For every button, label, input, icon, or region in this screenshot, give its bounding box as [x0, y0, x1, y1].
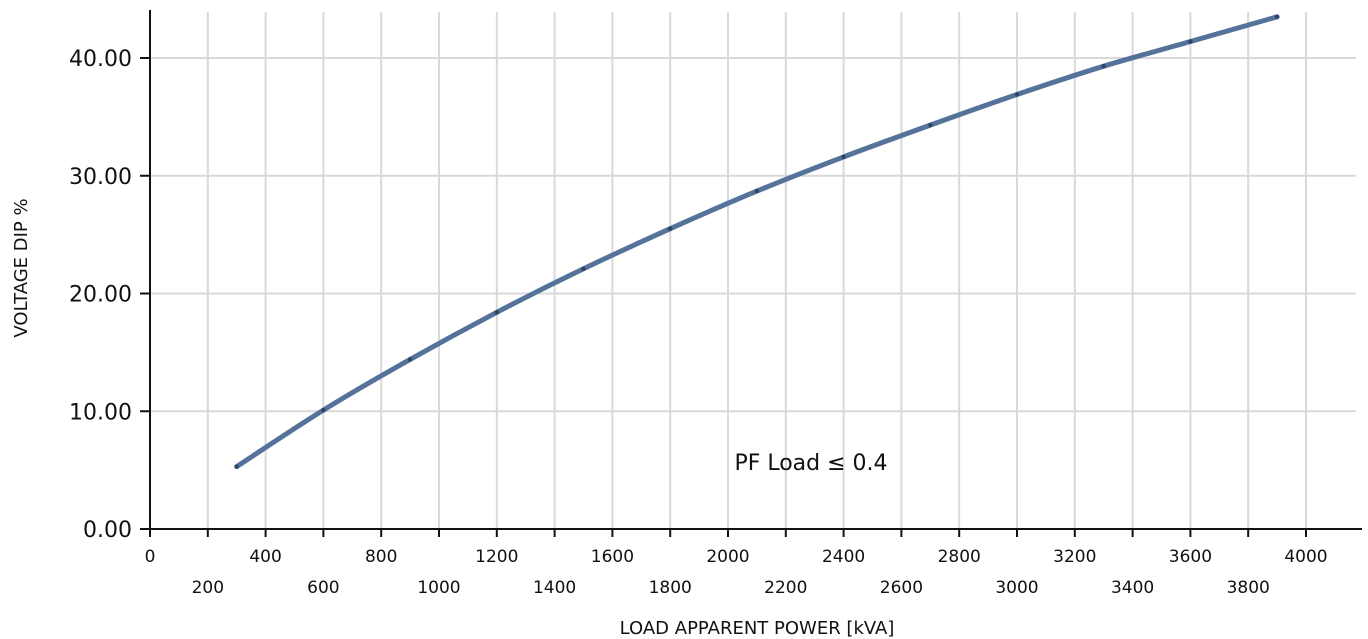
x-tick-label: 2000 [706, 547, 749, 567]
x-tick-label: 2400 [822, 547, 865, 567]
series-line [234, 14, 1280, 470]
data-point [668, 226, 673, 231]
x-tick-label: 3200 [1053, 547, 1096, 567]
y-tick-label: 30.00 [69, 165, 132, 190]
data-point [1274, 14, 1280, 19]
x-tick-label: 3000 [995, 578, 1038, 598]
series-group [234, 14, 1280, 470]
x-axis-title: LOAD APPARENT POWER [kVA] [620, 618, 895, 639]
y-tick-label: 0.00 [83, 518, 132, 543]
data-point [928, 122, 933, 128]
x-tick-label: 600 [307, 578, 339, 598]
x-tick-label: 800 [365, 547, 397, 567]
x-tick-label: 1600 [591, 547, 634, 567]
axes [140, 10, 1362, 537]
data-point [581, 266, 586, 271]
x-tick-label: 3800 [1227, 578, 1270, 598]
x-tick-label: 2800 [938, 547, 981, 567]
x-tick-label: 1800 [649, 578, 692, 598]
x-tick-label: 3400 [1111, 578, 1154, 598]
x-tick-label: 2600 [880, 578, 923, 598]
data-point [321, 407, 326, 413]
y-tick-label: 10.00 [69, 400, 132, 425]
pf-load-annotation: PF Load ≤ 0.4 [734, 451, 887, 476]
y-axis-title: VOLTAGE DIP % [11, 198, 32, 337]
data-point [494, 310, 499, 315]
data-point [1101, 64, 1106, 69]
y-tick-label: 20.00 [69, 283, 132, 308]
x-tick-label: 400 [249, 547, 281, 567]
x-tick-label: 4000 [1284, 547, 1327, 567]
x-tick-label: 1200 [475, 547, 518, 567]
y-tick-labels: 0.00 10.00 20.00 30.00 40.00 [69, 47, 132, 543]
data-point [1014, 92, 1020, 97]
y-tick-label: 40.00 [69, 47, 132, 72]
x-tick-label: 1000 [417, 578, 460, 598]
x-tick-label: 3600 [1169, 547, 1212, 567]
data-point [1188, 39, 1193, 44]
x-tick-label: 2200 [764, 578, 807, 598]
x-tick-label: 1400 [533, 578, 576, 598]
data-point [841, 154, 846, 160]
x-tick-label: 0 [145, 547, 156, 567]
data-point [407, 357, 413, 362]
x-tick-labels: 0 200 400 600 800 1000 1200 1400 1600 1800 2000 220… [145, 547, 1328, 598]
data-point [234, 464, 239, 469]
x-tick-label: 200 [192, 578, 224, 598]
grid [150, 12, 1356, 529]
data-point [754, 188, 760, 194]
